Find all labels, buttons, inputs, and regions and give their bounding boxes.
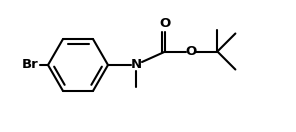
Text: N: N <box>131 58 141 72</box>
Text: O: O <box>160 17 171 30</box>
Text: O: O <box>186 45 197 58</box>
Text: Br: Br <box>22 58 38 72</box>
